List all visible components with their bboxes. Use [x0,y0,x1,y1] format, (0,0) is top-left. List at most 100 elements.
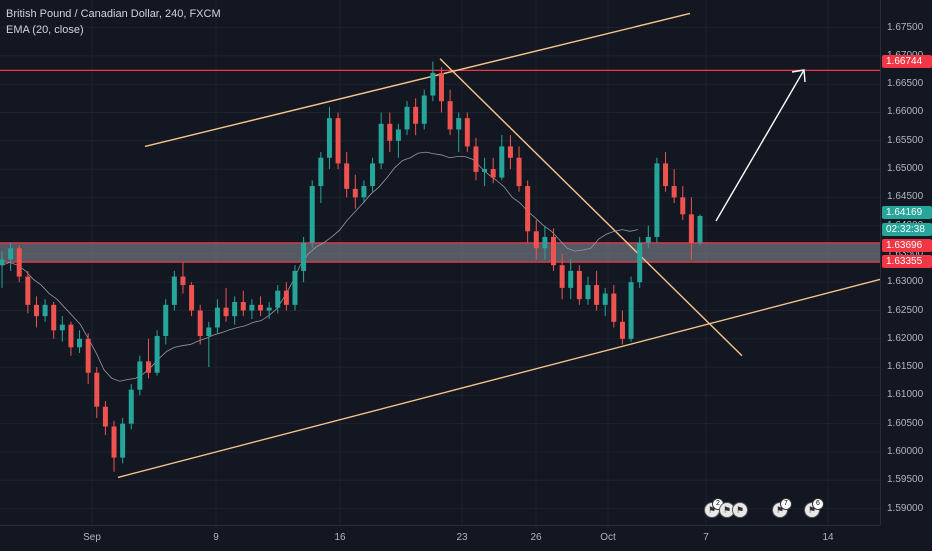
candle-body [232,302,238,317]
candle-body [542,236,548,249]
candle-body [128,389,134,424]
price-label: 02:32:38 [882,223,932,236]
price-tick-label: 1.61000 [887,389,924,401]
candle-body [370,163,376,187]
time-axis[interactable]: Sep 9 16 23 26 Oct 7 14 [0,525,880,551]
candle-body [68,324,74,348]
candle-body [335,118,341,164]
candle-body [266,307,272,311]
candle-body [137,361,143,390]
candle-body [473,146,479,172]
candle-body [301,242,307,271]
candle-body [395,129,401,141]
chart-plot-area[interactable]: British Pound / Canadian Dollar, 240, FX… [0,0,881,525]
ema-line [1,151,638,382]
candle-body [507,146,513,158]
candle-body [404,106,410,130]
candle-body [645,236,651,243]
trendline [439,58,743,357]
economic-event-icon[interactable]: ⚑ 7 [772,498,792,518]
candle-body [551,236,557,266]
candle-body [688,214,694,243]
chart-title: British Pound / Canadian Dollar, 240, FX… [6,8,221,20]
candle-body [628,282,634,339]
candle-body [387,123,393,141]
candle-body [568,270,574,288]
candle-body [42,304,48,317]
candle-body [223,307,229,317]
candle-body [309,186,315,243]
candle-body [189,285,195,311]
time-tick-label: 23 [456,532,468,543]
price-label: 1.66744 [882,55,932,68]
candle-body [671,186,677,198]
event-count-badge: 6 [812,498,824,510]
candle-body [421,95,427,124]
candle-body [154,335,160,373]
time-tick-label: 16 [334,532,346,543]
candle-body [680,197,686,215]
price-tick-label: 1.60500 [887,417,924,429]
candle-body [576,270,582,300]
candle-body [249,304,255,311]
price-tick-label: 1.62000 [887,332,924,344]
price-axis[interactable]: 1.675001.670001.665001.660001.655001.650… [880,0,932,525]
candle-body [499,146,505,178]
economic-event-icon[interactable]: ⚑ 6 [804,498,824,518]
candle-body [120,423,126,458]
price-tick-label: 1.63000 [887,276,924,288]
candle-body [525,186,531,232]
candle-body [490,169,496,178]
candle-body [171,276,177,305]
price-tick-label: 1.59500 [887,474,924,486]
price-tick-label: 1.66000 [887,106,924,118]
candle-body [77,338,83,348]
candle-body [51,304,57,331]
candle-body [654,163,660,237]
candle-body [438,72,444,102]
candle-body [594,285,600,305]
candle-body [697,216,703,243]
candle-body [559,265,565,288]
candle-body [447,101,453,130]
event-count-badge: 7 [780,498,792,510]
candle-body [111,426,117,458]
candlestick-chart[interactable] [0,0,881,525]
trendline [117,278,881,479]
price-tick-label: 1.63500 [887,247,924,259]
candle-body [8,248,14,260]
candle-body [197,310,203,336]
candle-body [102,406,108,427]
candle-body [602,293,608,305]
candle-body [214,307,220,328]
candle-body [516,157,522,187]
candle-body [482,169,488,172]
candle-body [430,72,436,96]
candle-body [59,324,65,331]
price-tick-label: 1.62500 [887,304,924,316]
candle-body [16,248,22,277]
price-tick-label: 1.59000 [887,502,924,514]
price-tick-label: 1.64500 [887,191,924,203]
candle-body [464,118,470,147]
candle-body [637,242,643,283]
price-label: 1.64169 [882,206,932,219]
candle-body [163,304,169,336]
candle-body [0,259,5,266]
time-tick-label: Oct [600,532,616,543]
candle-body [361,186,367,198]
indicator-legend[interactable]: EMA (20, close) [6,24,84,36]
economic-event-icon[interactable]: ⚑ [732,502,748,518]
candle-body [456,118,462,130]
trendline [144,12,691,148]
candle-body [533,231,539,249]
time-tick-label: 9 [213,532,219,543]
economic-event-icon[interactable]: ⚑ 2 [704,498,724,518]
candle-body [318,157,324,187]
candle-body [85,338,91,373]
candle-body [180,276,186,286]
support-resistance-zone [0,242,880,263]
candle-body [283,290,289,305]
price-label: 1.63355 [882,255,932,268]
candle-body [33,304,39,317]
